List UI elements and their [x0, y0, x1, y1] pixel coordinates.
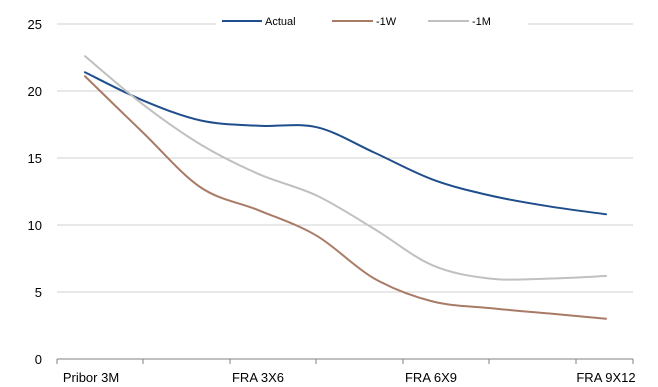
y-tick-label: 25: [28, 17, 42, 32]
y-tick-label: 0: [35, 352, 42, 367]
series-line-actual: [84, 71, 607, 216]
gridlines: [57, 23, 633, 293]
legend-label: Actual: [265, 16, 296, 28]
x-axis: Pribor 3M FRA 3X6 FRA 6X9 FRA 9X12: [56, 358, 636, 385]
legend-label: -1W: [376, 16, 397, 28]
series-line-1w: [84, 75, 607, 320]
x-tick-label: FRA 3X6: [232, 370, 284, 385]
x-tick-label: Pribor 3M: [63, 370, 119, 385]
series-line-1m: [84, 55, 607, 281]
y-axis-ticks: 0 5 10 15 20 25: [28, 17, 42, 367]
y-tick-label: 20: [28, 84, 42, 99]
y-tick-label: 5: [35, 285, 42, 300]
y-tick-label: 10: [28, 218, 42, 233]
legend-label: -1M: [472, 16, 491, 28]
legend: Actual -1W -1M: [216, 13, 528, 29]
y-tick-label: 15: [28, 151, 42, 166]
x-tick-label: FRA 9X12: [576, 370, 635, 385]
x-tick-label: FRA 6X9: [405, 370, 457, 385]
series-lines: [84, 55, 607, 320]
